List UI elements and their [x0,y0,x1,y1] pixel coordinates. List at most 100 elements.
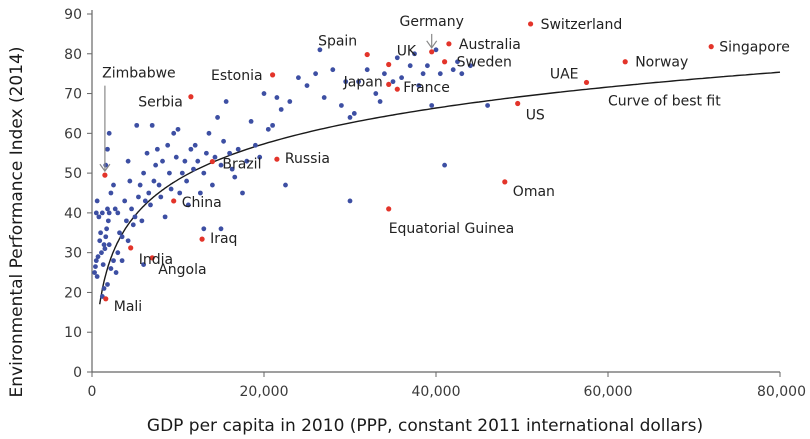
data-point [223,99,229,104]
data-point [101,286,107,291]
country-label: US [526,108,545,124]
highlighted-point [446,41,452,47]
annotation-label: Curve of best fit [608,93,721,109]
country-label: Serbia [138,95,183,111]
data-point [98,230,103,236]
highlighted-point [102,172,108,178]
data-point [468,63,473,69]
y-tick-label: 90 [64,7,82,23]
data-point [154,146,160,152]
country-label: Switzerland [541,17,623,33]
data-point [111,258,116,264]
data-point [191,166,196,172]
data-point [261,91,267,96]
data-point [416,83,422,88]
country-label: UAE [550,66,579,82]
data-point [485,103,490,108]
data-point [304,83,310,88]
data-point [188,146,194,152]
data-point [162,214,168,220]
data-point [108,190,114,196]
highlighted-point [394,86,400,92]
highlighted-point [429,49,435,55]
data-point [165,142,171,148]
data-point [115,210,121,216]
data-point [274,95,280,100]
data-point [93,258,99,264]
country-label: Singapore [719,40,790,56]
data-point [347,198,353,204]
data-point [330,67,336,73]
data-point [175,126,181,132]
data-point [257,154,263,160]
data-point [248,119,254,124]
data-point [130,222,136,228]
data-point [96,214,102,220]
data-point [94,274,100,279]
data-point [351,111,357,116]
data-point [317,47,323,53]
x-tick-label: 80,000 [757,384,806,400]
data-point [149,122,155,128]
data-point [136,194,141,200]
data-point [437,71,443,77]
country-label: Equatorial Guinea [389,221,514,237]
data-point [232,174,238,180]
data-point [278,107,284,112]
country-label: Spain [318,34,357,50]
annotation-label: Zimbabwe [102,66,176,82]
highlighted-point [622,59,628,65]
data-point [101,242,107,248]
data-point [99,250,104,256]
data-point [240,190,245,196]
x-tick-label: 40,000 [412,384,461,400]
data-point [102,246,108,252]
highlighted-point [386,81,392,88]
highlighted-point [270,72,276,78]
data-point [377,99,383,104]
data-point [139,218,145,224]
country-label: India [139,252,173,268]
data-point [93,264,98,269]
highlighted-points-layer [102,21,714,302]
data-point [93,210,99,216]
x-tick-label: 20,000 [240,384,289,400]
annotation-arrowhead [426,40,438,49]
data-point [112,206,118,212]
data-point [105,218,111,224]
data-point [142,198,148,204]
highlighted-point [386,61,392,68]
data-point [407,63,413,69]
data-point [148,202,153,208]
data-point [167,170,172,176]
data-point [117,230,122,236]
country-label: Angola [158,262,206,278]
data-point [158,194,164,200]
data-point [420,71,426,77]
data-point [412,51,417,57]
data-point [185,202,191,208]
highlighted-point [149,255,155,261]
data-point [100,262,106,267]
highlighted-point [103,296,109,302]
data-point [168,186,174,192]
y-tick-label: 30 [64,246,82,262]
data-point [429,103,435,108]
highlighted-point [209,158,215,165]
data-point [137,182,143,188]
country-label: Oman [513,184,555,200]
data-point [221,138,226,144]
data-point [192,142,198,148]
data-point [182,158,188,164]
data-point [173,154,179,160]
highlighted-point [442,59,448,65]
data-point [129,206,134,212]
country-label: China [182,195,222,211]
data-point [111,182,116,188]
data-point [206,130,212,136]
data-point [94,198,100,204]
y-tick-label: 40 [64,206,82,222]
data-point [103,234,109,240]
best-fit-layer [99,71,781,305]
data-point [229,166,235,172]
